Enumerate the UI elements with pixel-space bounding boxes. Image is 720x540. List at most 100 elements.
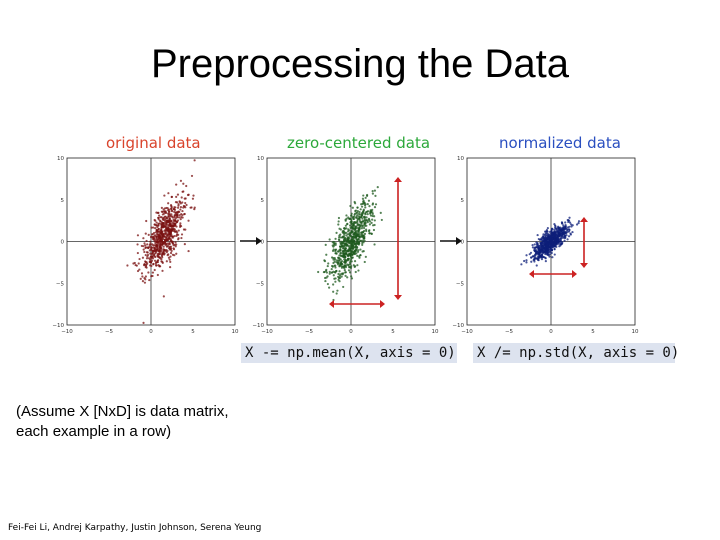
x-tick-label: −5 [105, 329, 114, 335]
data-point [149, 255, 153, 258]
data-point [166, 229, 169, 232]
data-point [547, 237, 550, 241]
data-point [533, 248, 536, 252]
data-point [178, 200, 181, 203]
data-point [371, 208, 374, 211]
x-tick-label: 5 [591, 329, 595, 335]
y-tick-label: 10 [57, 156, 64, 162]
x-tick-label: 5 [391, 329, 395, 335]
data-point [162, 251, 165, 254]
data-point [156, 240, 159, 243]
data-point [338, 236, 341, 239]
data-point [545, 238, 548, 241]
data-point [334, 277, 337, 280]
data-point [327, 262, 330, 265]
data-point [356, 209, 359, 213]
plot-label-original: original data [106, 134, 201, 152]
data-point [149, 240, 152, 243]
data-point [148, 249, 151, 252]
data-point [348, 248, 352, 251]
data-point [165, 222, 168, 225]
data-point [144, 278, 147, 281]
data-point [553, 247, 556, 250]
data-point [173, 224, 176, 227]
code-mean-subtract: X -= np.mean(X, axis = 0) [241, 343, 457, 363]
data-point [360, 224, 363, 227]
data-point [170, 225, 173, 229]
data-point [543, 240, 546, 243]
data-point [144, 253, 147, 257]
data-point [540, 237, 543, 240]
data-point [163, 235, 167, 238]
data-point [180, 212, 183, 216]
data-point [534, 256, 537, 259]
data-point [531, 246, 535, 249]
data-point [348, 253, 351, 256]
data-point [339, 273, 342, 276]
data-point [163, 194, 166, 197]
data-point [334, 266, 337, 269]
data-point [156, 226, 159, 229]
data-point [575, 223, 579, 226]
data-point [333, 260, 336, 263]
data-point [352, 222, 356, 225]
data-point [360, 203, 363, 206]
data-point [166, 219, 170, 222]
data-point [341, 273, 344, 276]
data-point [348, 271, 352, 274]
data-point [544, 256, 547, 259]
data-point [362, 226, 366, 230]
data-point [176, 193, 180, 196]
data-point [172, 208, 176, 211]
data-point [374, 194, 377, 197]
data-point [357, 269, 360, 272]
plot-label-normalized: normalized data [499, 134, 621, 152]
data-point [166, 245, 170, 248]
data-point [152, 226, 155, 229]
data-point [144, 260, 147, 264]
data-point [161, 232, 164, 235]
data-point [183, 213, 186, 216]
data-point [548, 251, 551, 254]
data-point [536, 242, 539, 245]
x-tick-label: 0 [149, 329, 153, 335]
data-point [171, 253, 175, 256]
arrow-head [394, 177, 402, 182]
data-point [171, 235, 174, 238]
data-point [158, 245, 162, 248]
data-point [366, 193, 369, 197]
data-point [347, 254, 350, 257]
data-point [169, 266, 172, 269]
data-point [546, 250, 550, 253]
data-point [193, 206, 196, 209]
data-point [358, 225, 361, 228]
data-point [534, 248, 538, 252]
data-point [364, 196, 367, 199]
data-point [363, 224, 367, 227]
data-point [143, 281, 147, 284]
data-point [376, 185, 379, 189]
data-point [577, 220, 581, 223]
data-point [339, 251, 342, 255]
data-point [371, 203, 374, 206]
data-point [161, 269, 164, 272]
data-point [175, 183, 178, 186]
data-point [547, 240, 550, 243]
data-point [368, 232, 371, 235]
data-point [538, 246, 541, 249]
y-tick-label: −5 [456, 281, 465, 287]
data-point [170, 195, 174, 198]
note-line-2: each example in a row) [16, 423, 172, 440]
data-point [346, 240, 349, 243]
data-point [550, 239, 554, 242]
data-point [168, 217, 171, 220]
data-point [175, 230, 178, 233]
data-point [346, 222, 349, 225]
data-point [352, 241, 355, 244]
data-point [340, 265, 343, 268]
data-point [362, 230, 365, 233]
data-point [169, 255, 172, 258]
data-point [347, 264, 350, 267]
data-point [136, 251, 139, 255]
data-point [335, 231, 338, 234]
